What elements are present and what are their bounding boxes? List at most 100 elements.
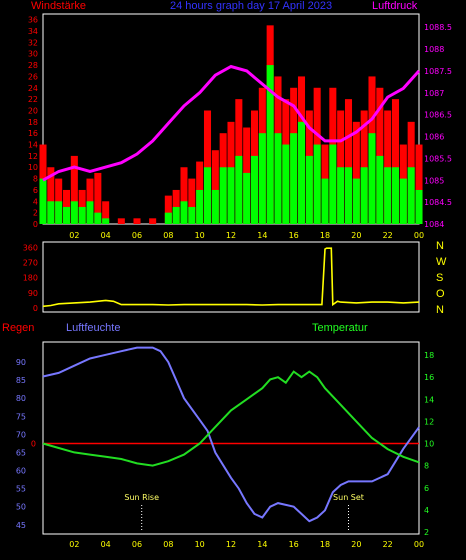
wind-avg-bar bbox=[172, 206, 180, 224]
wind-gust-bar bbox=[415, 144, 423, 224]
bottom-x-tick-label: 12 bbox=[226, 540, 236, 549]
wind-tick-label: 24 bbox=[28, 84, 38, 93]
x-tick-label: 16 bbox=[289, 231, 299, 240]
wind-tick-label: 32 bbox=[28, 38, 38, 47]
x-tick-label: 20 bbox=[351, 231, 361, 240]
pressure-tick-label: 1085 bbox=[424, 176, 444, 185]
x-tick-label: 14 bbox=[257, 231, 267, 240]
wind-avg-bar bbox=[384, 167, 392, 224]
bottom-x-tick-label: 18 bbox=[320, 540, 330, 549]
wind-tick-label: 34 bbox=[28, 27, 38, 36]
wind-avg-bar bbox=[203, 167, 212, 224]
pressure-tick-label: 1085.5 bbox=[424, 154, 452, 163]
bottom-x-tick-label: 14 bbox=[257, 540, 267, 549]
pressure-tick-label: 1086.5 bbox=[424, 111, 452, 120]
wind-gust-bar bbox=[180, 167, 188, 224]
wind-avg-bar bbox=[250, 155, 259, 224]
x-tick-label: 22 bbox=[383, 231, 393, 240]
wind-tick-label: 30 bbox=[28, 50, 38, 59]
pressure-tick-label: 1088 bbox=[424, 45, 444, 54]
temperature-tick-label: 8 bbox=[424, 462, 429, 471]
pressure-tick-label: 1084.5 bbox=[424, 198, 452, 207]
graph-date-title: 24 hours graph day 17 April 2023 bbox=[170, 0, 332, 12]
wind-avg-bar bbox=[164, 212, 172, 224]
wind-avg-bar bbox=[219, 167, 227, 224]
pressure-tick-label: 1087 bbox=[424, 89, 444, 98]
wind-gust-bar bbox=[94, 172, 102, 224]
humidity-tick-label: 75 bbox=[16, 412, 26, 421]
wind-tick-label: 10 bbox=[28, 163, 38, 172]
wind-avg-bar bbox=[282, 144, 290, 224]
sunrise-label: Sun Rise bbox=[124, 493, 159, 502]
temperature-line bbox=[42, 370, 420, 467]
compass-label: W bbox=[436, 256, 447, 268]
bottom-x-tick-label: 10 bbox=[195, 540, 205, 549]
direction-panel-frame bbox=[42, 241, 420, 313]
x-tick-label: 06 bbox=[132, 231, 142, 240]
wind-avg-bar bbox=[102, 218, 110, 224]
wind-avg-bar bbox=[94, 212, 102, 224]
wind-avg-bar bbox=[227, 167, 235, 224]
wind-tick-label: 0 bbox=[33, 220, 38, 229]
wind-avg-bar bbox=[376, 155, 384, 224]
wind-tick-label: 2 bbox=[33, 209, 38, 218]
temperature-tick-label: 6 bbox=[424, 484, 429, 493]
wind-gust-bar bbox=[352, 121, 360, 224]
wind-avg-bar bbox=[211, 189, 219, 224]
luftdruck-title: Luftdruck bbox=[372, 0, 418, 12]
pressure-tick-label: 1088.5 bbox=[424, 23, 452, 32]
wind-gust-bar bbox=[133, 218, 141, 224]
pressure-line bbox=[42, 64, 421, 182]
humidity-tick-label: 70 bbox=[16, 430, 26, 439]
wind-tick-label: 28 bbox=[28, 61, 38, 70]
temperature-tick-label: 16 bbox=[424, 373, 434, 382]
wind-avg-bar bbox=[344, 167, 353, 224]
wind-avg-bar bbox=[62, 206, 71, 224]
wind-gust-bar bbox=[344, 99, 353, 224]
wind-avg-bar bbox=[290, 133, 298, 224]
wind-gust-bar bbox=[164, 195, 172, 224]
bottom-x-tick-label: 08 bbox=[163, 540, 173, 549]
x-tick-label: 10 bbox=[195, 231, 205, 240]
wind-gust-bar bbox=[391, 99, 400, 224]
pressure-tick-label: 1084 bbox=[424, 220, 444, 229]
bottom-x-tick-label: 06 bbox=[132, 540, 142, 549]
compass-label: O bbox=[436, 288, 445, 300]
pressure-tick-label: 1087.5 bbox=[424, 67, 452, 76]
direction-tick-label: 270 bbox=[23, 259, 38, 268]
wind-avg-bar bbox=[180, 201, 188, 224]
wind-avg-bar bbox=[70, 201, 78, 224]
wind-avg-bar bbox=[368, 133, 376, 224]
bottom-panel-frame bbox=[42, 341, 420, 535]
x-tick-label: 02 bbox=[69, 231, 79, 240]
wind-avg-bar bbox=[188, 206, 196, 224]
wind-avg-bar bbox=[274, 133, 282, 224]
wind-avg-bar bbox=[337, 167, 345, 224]
wind-gust-bar bbox=[149, 218, 157, 224]
bottom-x-tick-label: 16 bbox=[289, 540, 299, 549]
wind-avg-bar bbox=[329, 144, 337, 224]
wind-avg-bar bbox=[47, 201, 55, 224]
wind-gust-bar bbox=[211, 150, 219, 224]
temperature-tick-label: 2 bbox=[424, 528, 429, 537]
humidity-tick-label: 60 bbox=[16, 467, 26, 476]
wind-tick-label: 26 bbox=[28, 72, 38, 81]
wind-tick-label: 6 bbox=[33, 186, 38, 195]
wind-gust-bar bbox=[70, 155, 78, 224]
wind-avg-bar bbox=[78, 206, 86, 224]
compass-label: N bbox=[436, 304, 444, 316]
bottom-panel-marks: 0 45 50 55 60 65 70 75 80 85 90 2 4 6 8 10 12 14 16 18 Sun R… bbox=[16, 346, 434, 549]
x-tick-label: 04 bbox=[101, 231, 111, 240]
temperature-tick-label: 12 bbox=[424, 417, 434, 426]
wind-avg-bar bbox=[196, 189, 204, 224]
humidity-line bbox=[42, 346, 420, 523]
wind-avg-bar bbox=[266, 65, 274, 224]
x-tick-label: 00 bbox=[414, 231, 424, 240]
wind-tick-label: 14 bbox=[28, 141, 38, 150]
wind-avg-bar bbox=[55, 201, 63, 224]
humidity-tick-label: 50 bbox=[16, 503, 26, 512]
wind-avg-bar bbox=[399, 178, 407, 224]
x-tick-label: 12 bbox=[226, 231, 236, 240]
x-tick-label: 08 bbox=[163, 231, 173, 240]
